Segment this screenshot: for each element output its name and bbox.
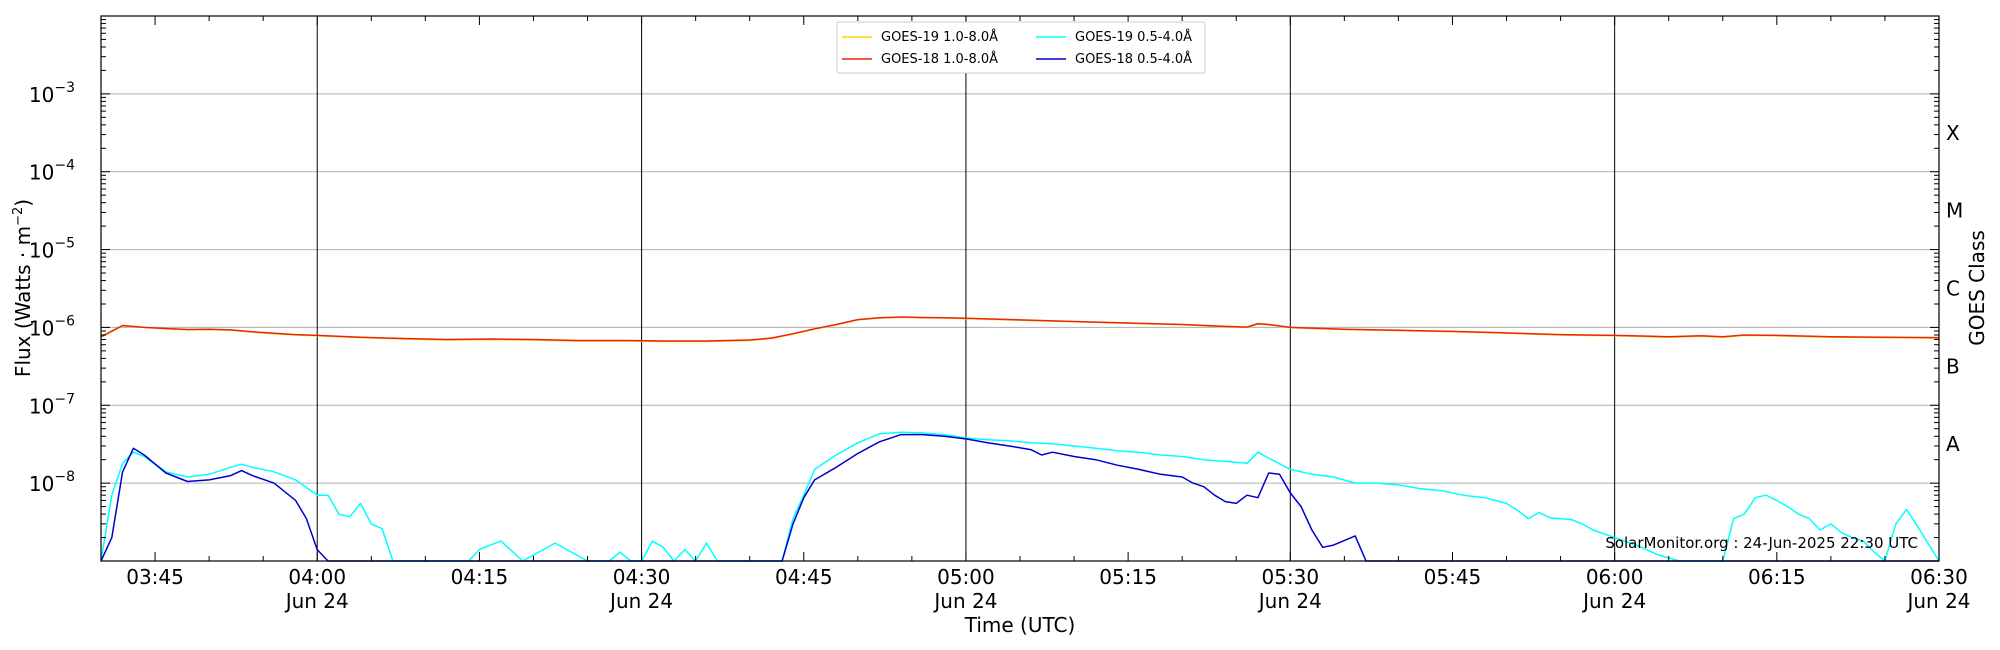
watermark: SolarMonitor.org : 24-Jun-2025 22:30 UTC <box>1605 534 1918 552</box>
goes-class-label-c: C <box>1946 277 1960 301</box>
axis-ticks <box>100 16 1940 562</box>
x-tick-label-4: 04:45 <box>775 565 833 589</box>
data-series <box>100 316 1940 562</box>
y-axis-label-exponent: −2 <box>11 207 26 226</box>
x-tick-label-9: 06:00 <box>1586 565 1644 589</box>
y-axis-label: Flux (Watts · m−2) <box>11 199 35 377</box>
x-tick-date-label-7: Jun 24 <box>1257 589 1322 613</box>
x-tick-label-5: 05:00 <box>937 565 995 589</box>
y-axis-label-main: Flux (Watts · m <box>11 226 35 377</box>
y-tick-label-3: 10−5 <box>29 236 75 263</box>
y-tick-label-exponent: −7 <box>54 391 75 407</box>
goes-class-label-b: B <box>1946 354 1960 378</box>
x-tick-date-label-1: Jun 24 <box>284 589 349 613</box>
y-tick-label-exponent: −3 <box>54 80 75 96</box>
x-tick-label-2: 04:15 <box>451 565 509 589</box>
legend-box <box>836 21 1206 74</box>
series-line-3 <box>100 433 1939 562</box>
y-tick-label-exponent: −4 <box>54 158 75 174</box>
legend: GOES-19 1.0-8.0Å GOES-18 1.0-8.0Å GOES-1… <box>836 21 1206 74</box>
y-tick-label-base: 10 <box>29 239 54 263</box>
y-axis-label-close: ) <box>11 199 35 207</box>
y-tick-label-base: 10 <box>29 83 54 107</box>
legend-label-goes19-short: GOES-19 0.5-4.0Å <box>1075 29 1192 45</box>
y-tick-label-base: 10 <box>29 394 54 418</box>
x-tick-label-8: 05:45 <box>1424 565 1482 589</box>
goes-class-label-a: A <box>1946 432 1960 456</box>
x-tick-date-label-3: Jun 24 <box>608 589 673 613</box>
x-tick-date-label-9: Jun 24 <box>1581 589 1646 613</box>
y-tick-label-0: 10−8 <box>29 469 75 496</box>
y-tick-label-exponent: −8 <box>54 469 75 485</box>
plot-frame <box>100 15 1940 562</box>
y-tick-label-base: 10 <box>29 316 54 340</box>
x-tick-label-3: 04:30 <box>613 565 671 589</box>
legend-label-goes19-long: GOES-19 1.0-8.0Å <box>881 29 998 45</box>
y-tick-label-base: 10 <box>29 472 54 496</box>
y-tick-label-exponent: −6 <box>54 313 75 329</box>
legend-label-goes18-short: GOES-18 0.5-4.0Å <box>1075 51 1192 67</box>
y-tick-label-exponent: −5 <box>54 236 75 252</box>
x-tick-label-11: 06:30 <box>1910 565 1968 589</box>
series-line-1 <box>100 316 1940 342</box>
goes-class-axis-label: GOES Class <box>1965 230 1989 346</box>
legend-label-goes18-long: GOES-18 1.0-8.0Å <box>881 51 998 67</box>
x-tick-date-label-11: Jun 24 <box>1905 589 1970 613</box>
grid-lines <box>101 93 1939 484</box>
x-tick-label-0: 03:45 <box>126 565 184 589</box>
x-tick-label-6: 05:15 <box>1099 565 1157 589</box>
goes-class-label-m: M <box>1946 199 1963 223</box>
x-tick-date-label-5: Jun 24 <box>932 589 997 613</box>
y-tick-label-base: 10 <box>29 161 54 185</box>
y-tick-label-4: 10−4 <box>29 158 75 185</box>
y-tick-label-2: 10−6 <box>29 313 75 340</box>
x-tick-label-10: 06:15 <box>1748 565 1806 589</box>
goes-class-label-x: X <box>1946 121 1960 145</box>
y-tick-label-5: 10−3 <box>29 80 75 107</box>
x-axis-label: Time (UTC) <box>964 613 1076 637</box>
x-tick-label-1: 04:00 <box>288 565 346 589</box>
y-tick-label-1: 10−7 <box>29 391 75 418</box>
x-tick-label-7: 05:30 <box>1261 565 1319 589</box>
vertical-time-markers <box>316 16 1616 561</box>
